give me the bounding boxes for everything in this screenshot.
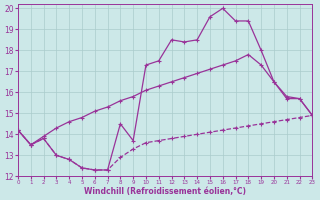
X-axis label: Windchill (Refroidissement éolien,°C): Windchill (Refroidissement éolien,°C)	[84, 187, 246, 196]
